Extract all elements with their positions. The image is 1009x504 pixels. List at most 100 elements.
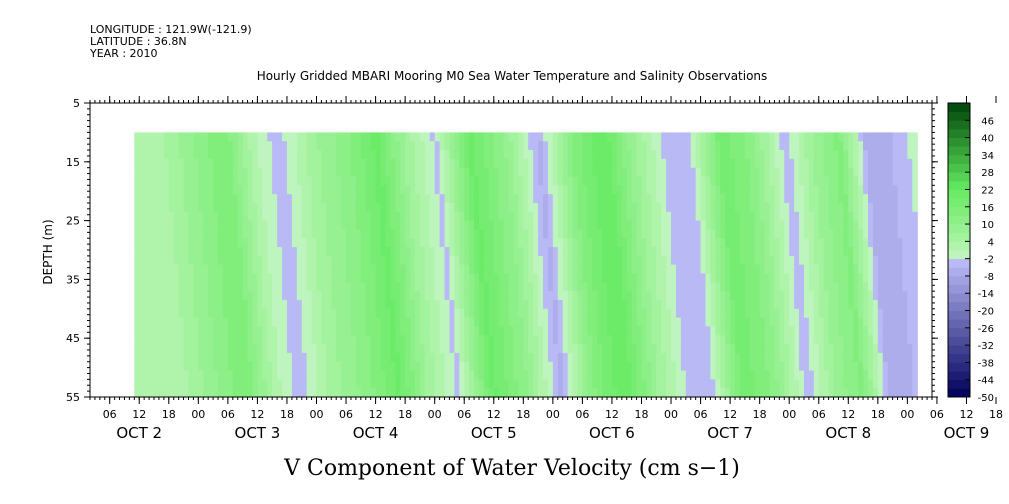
heatmap-cell <box>547 185 554 195</box>
heatmap-cell <box>607 238 613 248</box>
heatmap-cell <box>646 150 652 160</box>
heatmap-cell <box>237 185 244 195</box>
heatmap-cell <box>661 379 667 389</box>
heatmap-cell <box>419 379 426 389</box>
heatmap-cell <box>311 247 318 257</box>
heatmap-cell <box>518 273 524 283</box>
heatmap-cell <box>867 167 874 178</box>
heatmap-cell <box>478 202 485 213</box>
heatmap-cell <box>887 282 894 292</box>
heatmap-cell <box>503 255 510 266</box>
heatmap-cell <box>774 211 780 222</box>
heatmap-cell <box>685 150 692 160</box>
heatmap-cell <box>739 388 746 398</box>
heatmap-cell <box>587 141 593 151</box>
heatmap-cell <box>621 167 628 178</box>
heatmap-cell <box>478 326 485 336</box>
heatmap-cell <box>424 238 431 248</box>
heatmap-cell <box>858 255 864 266</box>
heatmap-cell <box>247 264 254 275</box>
heatmap-cell <box>631 273 638 283</box>
heatmap-cell <box>700 273 707 283</box>
heatmap-cell <box>739 282 746 292</box>
heatmap-cell <box>429 211 436 222</box>
heatmap-cell <box>149 344 155 354</box>
heatmap-cell <box>853 255 859 266</box>
heatmap-cell <box>262 238 268 248</box>
heatmap-cell <box>439 291 446 301</box>
heatmap-cell <box>646 370 652 380</box>
heatmap-cell <box>267 326 273 336</box>
heatmap-cell <box>528 282 534 292</box>
heatmap-cell <box>183 335 190 345</box>
heatmap-cell <box>592 282 598 292</box>
heatmap-cell <box>528 388 534 398</box>
heatmap-cell <box>651 308 657 319</box>
heatmap-cell <box>375 185 382 195</box>
heatmap-cell <box>158 273 165 283</box>
heatmap-cell <box>316 255 323 266</box>
heatmap-cell <box>365 150 372 160</box>
heatmap-cell <box>444 282 451 292</box>
heatmap-cell <box>272 291 278 301</box>
heatmap-cell <box>419 317 426 328</box>
heatmap-cell <box>577 229 583 239</box>
heatmap-cell <box>651 388 657 398</box>
heatmap-cell <box>744 167 751 178</box>
heatmap-cell <box>178 299 185 310</box>
heatmap-cell <box>651 211 657 222</box>
heatmap-cell <box>858 273 864 283</box>
heatmap-cell <box>552 238 559 248</box>
heatmap-cell <box>567 132 574 142</box>
heatmap-cell <box>735 361 741 372</box>
heatmap-cell <box>887 202 894 213</box>
heatmap-cell <box>414 282 421 292</box>
heatmap-cell <box>897 308 904 319</box>
heatmap-cell <box>498 167 505 178</box>
heatmap-cell <box>198 255 204 266</box>
heatmap-cell <box>690 229 697 239</box>
heatmap-cell <box>828 247 835 257</box>
heatmap-cell <box>735 141 741 151</box>
heatmap-cell <box>222 326 229 336</box>
heatmap-cell <box>813 220 820 231</box>
heatmap-cell <box>257 370 263 380</box>
heatmap-cell <box>858 317 864 328</box>
heatmap-cell <box>533 264 539 275</box>
heatmap-cell <box>567 370 574 380</box>
heatmap-cell <box>439 247 446 257</box>
heatmap-cell <box>582 299 588 310</box>
heatmap-cell <box>813 299 820 310</box>
heatmap-cell <box>474 326 480 336</box>
heatmap-cell <box>828 379 835 389</box>
heatmap-cell <box>296 344 303 354</box>
heatmap-cell <box>557 185 564 195</box>
heatmap-cell <box>656 308 662 319</box>
heatmap-cell <box>395 167 401 178</box>
heatmap-cell <box>735 220 741 231</box>
heatmap-cell <box>582 247 588 257</box>
heatmap-cell <box>813 255 820 266</box>
heatmap-cell <box>139 150 145 160</box>
heatmap-cell <box>346 291 352 301</box>
heatmap-cell <box>744 238 751 248</box>
heatmap-cell <box>208 167 214 178</box>
heatmap-cell <box>222 352 229 363</box>
heatmap-cell <box>193 273 199 283</box>
heatmap-cell <box>434 264 441 275</box>
heatmap-cell <box>592 238 598 248</box>
heatmap-cell <box>533 317 539 328</box>
heatmap-cell <box>813 291 820 301</box>
heatmap-cell <box>414 255 421 266</box>
heatmap-cell <box>336 344 342 354</box>
heatmap-cell <box>735 150 741 160</box>
heatmap-cell <box>730 202 736 213</box>
heatmap-cell <box>838 141 844 151</box>
heatmap-cell <box>725 247 731 257</box>
heatmap-cell <box>483 308 490 319</box>
heatmap-cell <box>735 388 741 398</box>
heatmap-cell <box>759 150 766 160</box>
heatmap-cell <box>424 176 431 186</box>
heatmap-cell <box>867 194 874 204</box>
heatmap-cell <box>341 247 347 257</box>
